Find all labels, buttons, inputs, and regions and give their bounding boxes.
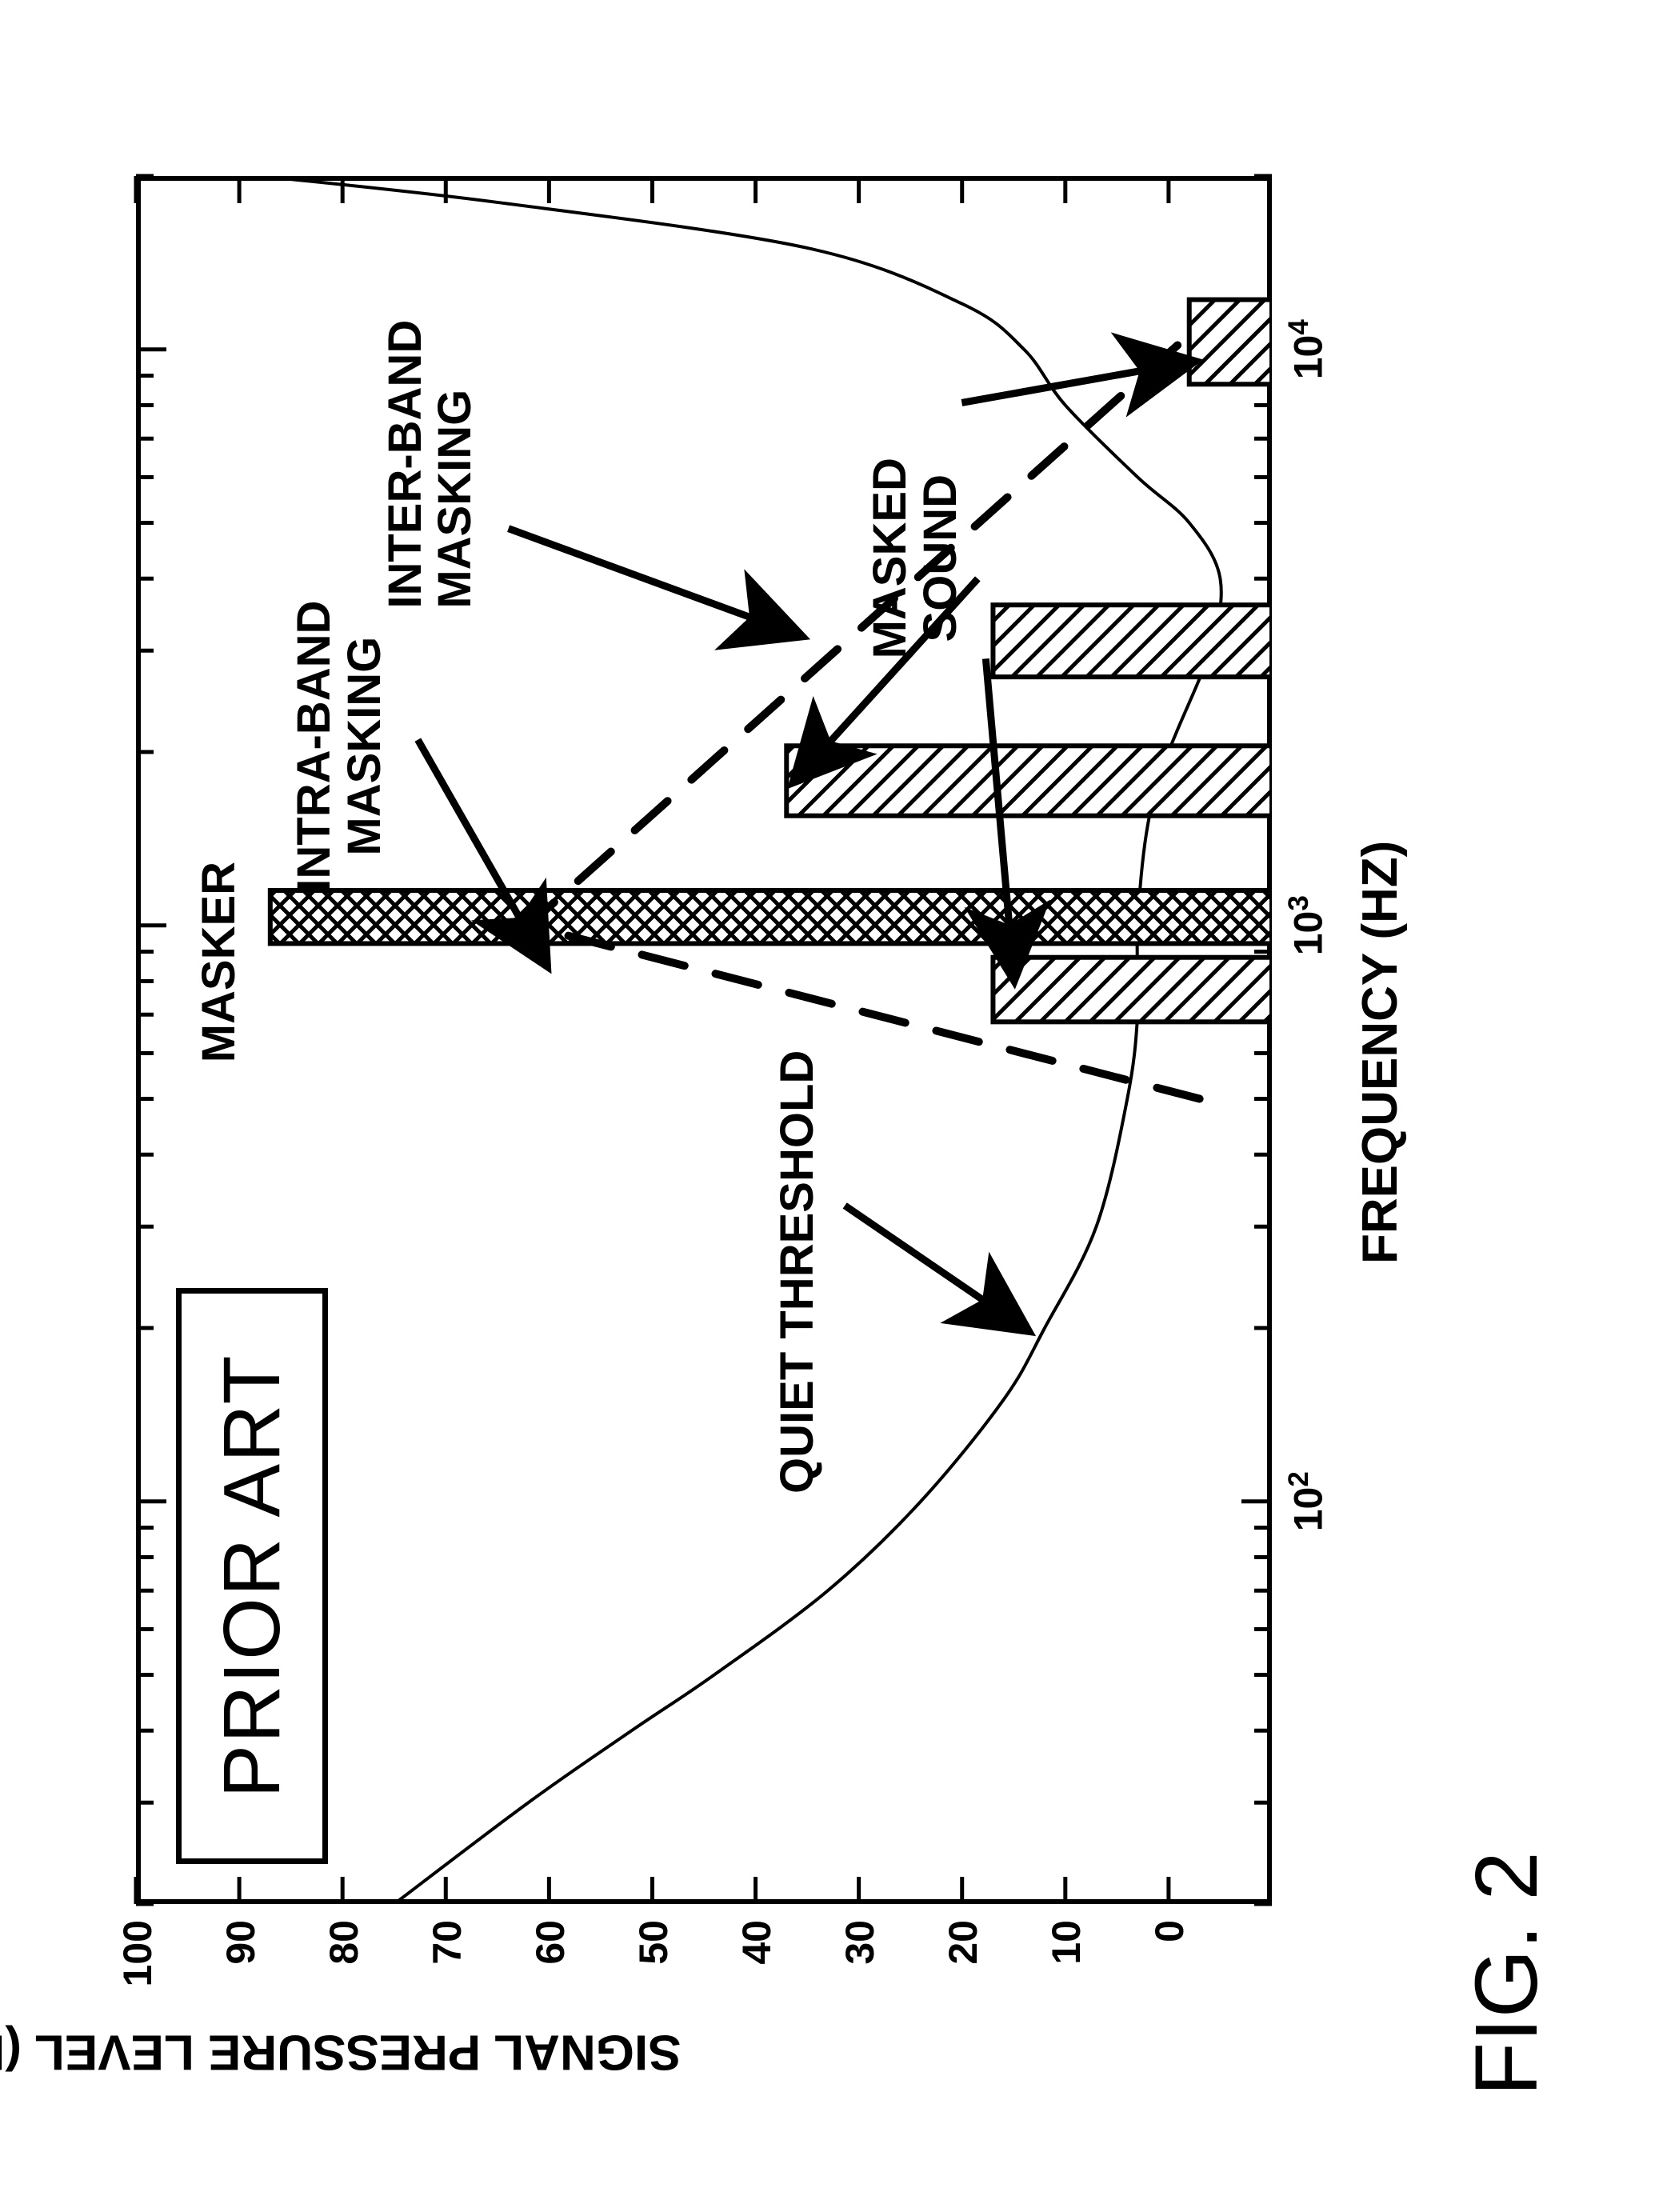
tick-label: 20	[940, 1920, 986, 1965]
label-masked-sound: MASKEDSOUND	[865, 458, 965, 658]
prior-art-label: PRIOR ART	[206, 1354, 298, 1798]
tick-label: 102	[1283, 1471, 1332, 1531]
tick-label: 90	[218, 1920, 264, 1965]
tick-label: 60	[527, 1920, 574, 1965]
label-masker: MASKER	[194, 862, 245, 1062]
tick-label: 80	[321, 1920, 367, 1965]
prior-art-box: PRIOR ART	[176, 1288, 328, 1864]
figure: FREQUENCY (HZ) SIGNAL PRESSURE LEVEL (DB…	[40, 64, 1600, 2144]
tick-label: 100	[114, 1920, 161, 1986]
tick-label: 103	[1283, 895, 1332, 955]
label-quiet-threshold: QUIET THRESHOLD	[773, 1050, 823, 1494]
tick-label: 0	[1146, 1920, 1193, 1942]
label-intra-band-masking: INTRA-BANDMASKING	[290, 601, 390, 892]
tick-label: 40	[734, 1920, 780, 1965]
tick-label: 30	[837, 1920, 883, 1965]
x-axis-title: FREQUENCY (HZ)	[1352, 841, 1409, 1264]
figure-label: FIG. 2	[1456, 1851, 1557, 2096]
label-inter-band-masking: INTER-BANDMASKING	[381, 320, 481, 609]
y-axis-title: SIGNAL PRESSURE LEVEL (DB)	[681, 2080, 682, 2081]
tick-label: 50	[630, 1920, 677, 1965]
tick-label: 10	[1043, 1920, 1089, 1965]
page: FREQUENCY (HZ) SIGNAL PRESSURE LEVEL (DB…	[0, 0, 1675, 2212]
tick-label: 70	[424, 1920, 470, 1965]
tick-label: 104	[1283, 319, 1332, 379]
